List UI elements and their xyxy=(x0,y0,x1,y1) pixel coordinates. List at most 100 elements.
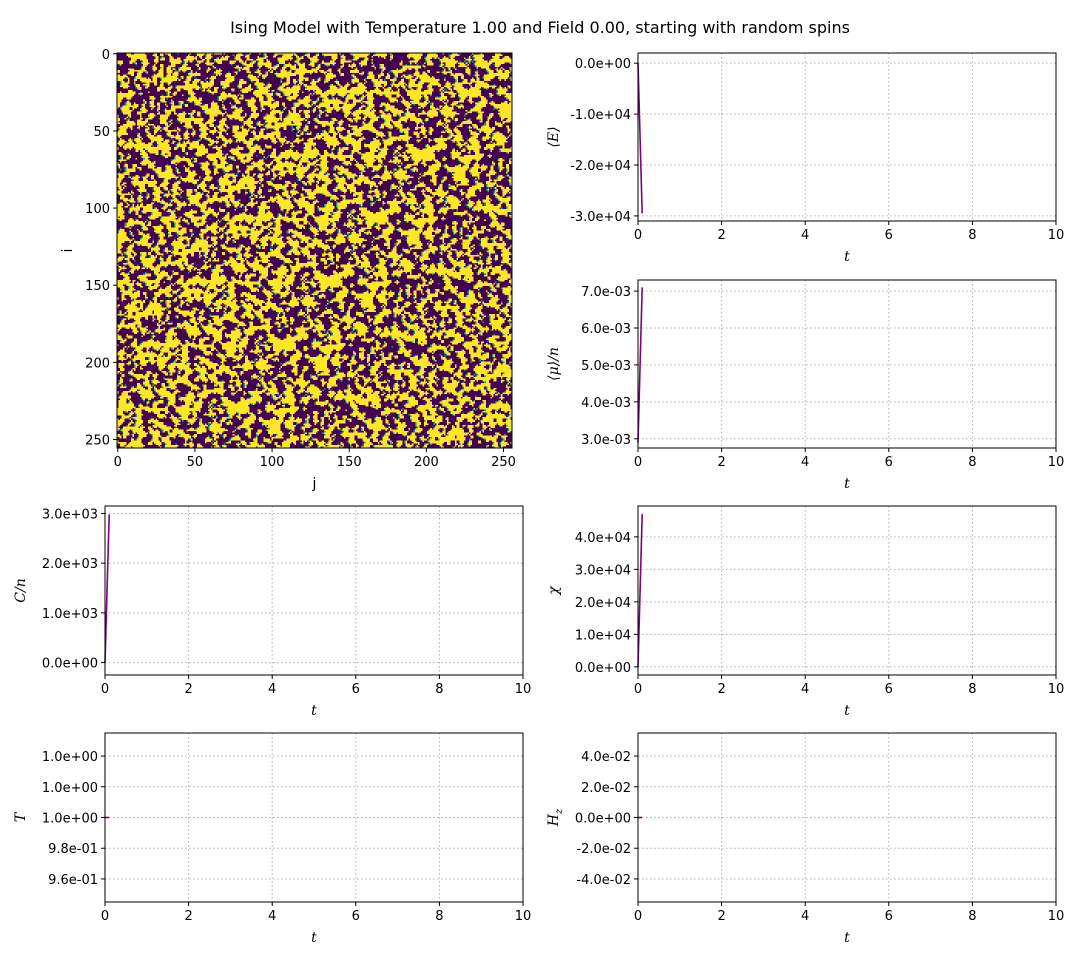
x-tick-label: 8 xyxy=(968,909,976,924)
y-tick-label: -2.0e+04 xyxy=(570,159,631,174)
y-axis-label: i xyxy=(60,249,76,253)
x-tick-label: 10 xyxy=(1048,228,1065,243)
y-tick-label: 3.0e+03 xyxy=(42,507,98,522)
y-tick-label: -1.0e+04 xyxy=(570,108,631,123)
lattice-frame xyxy=(116,52,513,449)
x-axis-label: j xyxy=(312,476,317,492)
y-axis-label: ⟨μ⟩/n xyxy=(546,347,562,381)
axes-frame xyxy=(637,505,1057,676)
y-tick-label: 1.0e+00 xyxy=(42,750,98,765)
x-tick-label: 0 xyxy=(634,228,642,243)
y-tick-label: 50 xyxy=(93,125,110,140)
x-tick-label: 2 xyxy=(717,228,725,243)
x-tick-label: 2 xyxy=(717,682,725,697)
y-axis-label: T xyxy=(13,811,29,822)
x-tick-label: 6 xyxy=(885,682,893,697)
y-tick-label: 3.0e-03 xyxy=(581,433,631,448)
x-tick-label: 0 xyxy=(634,682,642,697)
x-tick-label: 2 xyxy=(184,909,192,924)
figure-title: Ising Model with Temperature 1.00 and Fi… xyxy=(230,18,850,37)
x-tick-label: 0 xyxy=(634,455,642,470)
x-tick-label: 4 xyxy=(801,682,809,697)
y-axis-label: C/n xyxy=(13,578,29,602)
axes-frame xyxy=(104,505,524,676)
x-tick-label: 4 xyxy=(801,228,809,243)
y-tick-label: 1.0e+04 xyxy=(575,628,631,643)
y-tick-label: 100 xyxy=(85,202,110,217)
y-tick-label: 4.0e-03 xyxy=(581,396,631,411)
x-tick-label: 10 xyxy=(515,682,532,697)
chart-magnetization: 0 2 4 6 8 10 3.0e-03 4.0e-03 5.0e-03 6.0e-03 7.0e-… xyxy=(546,279,1065,492)
y-tick-label: 0.0e+00 xyxy=(575,812,631,827)
x-tick-label: 8 xyxy=(435,909,443,924)
chart-lattice: 0 50 100 150 200 250 0 50 100 150 200 250 j i xyxy=(60,48,516,492)
y-tick-label: 150 xyxy=(85,279,110,294)
y-tick-label: 0.0e+00 xyxy=(575,57,631,72)
y-tick-label: 2.0e+03 xyxy=(42,557,98,572)
x-tick-label: 10 xyxy=(1048,455,1065,470)
x-tick-label: 150 xyxy=(337,455,362,470)
x-axis-label: t xyxy=(311,930,317,946)
x-tick-label: 10 xyxy=(515,909,532,924)
x-tick-label: 2 xyxy=(184,682,192,697)
y-tick-label: 3.0e+04 xyxy=(575,563,631,578)
y-axis-label: Hz xyxy=(546,808,565,827)
y-tick-label: 4.0e-02 xyxy=(581,750,631,765)
x-tick-label: 4 xyxy=(268,909,276,924)
x-tick-label: 4 xyxy=(268,682,276,697)
axes-frame xyxy=(637,279,1057,449)
x-tick-label: 50 xyxy=(187,455,204,470)
x-axis-label: t xyxy=(844,703,850,719)
x-tick-label: 4 xyxy=(801,909,809,924)
x-tick-label: 6 xyxy=(885,455,893,470)
y-tick-label: 6.0e-03 xyxy=(581,322,631,337)
series-line-susceptibility xyxy=(637,514,643,667)
x-tick-label: 8 xyxy=(968,228,976,243)
y-tick-label: -3.0e+04 xyxy=(570,210,631,225)
y-axis-label: ⟨E⟩ xyxy=(546,126,562,147)
y-tick-label: 200 xyxy=(85,356,110,371)
y-axis-label: χ xyxy=(546,585,562,596)
series-line-energy xyxy=(637,63,643,214)
chart-energy: 0 2 4 6 8 10 0.0e+00 -1.0e+04 -2.0e+04 -3.0e+04 t ⟨… xyxy=(546,52,1065,265)
chart-heat_capacity: 0 2 4 6 8 10 0.0e+00 1.0e+03 2.0e+03 3.0e+03 t C/n xyxy=(13,505,532,719)
y-tick-label: 2.0e+04 xyxy=(575,596,631,611)
y-tick-label: -4.0e-02 xyxy=(576,873,631,888)
x-axis-label: t xyxy=(844,930,850,946)
x-axis-label: t xyxy=(311,703,317,719)
x-tick-label: 6 xyxy=(885,909,893,924)
series-line-heat_capacity xyxy=(104,514,110,663)
x-tick-label: 100 xyxy=(260,455,285,470)
x-tick-label: 6 xyxy=(885,228,893,243)
x-tick-label: 4 xyxy=(801,455,809,470)
y-tick-label: 9.8e-01 xyxy=(48,842,98,857)
lattice-image xyxy=(117,53,512,448)
x-axis-label: t xyxy=(844,476,850,492)
y-tick-label: 5.0e-03 xyxy=(581,359,631,374)
x-tick-label: 0 xyxy=(101,682,109,697)
x-tick-label: 10 xyxy=(1048,682,1065,697)
chart-susceptibility: 0 2 4 6 8 10 0.0e+00 1.0e+04 2.0e+04 3.0e+04 4.0e+… xyxy=(546,505,1065,719)
y-tick-label: 250 xyxy=(85,434,110,449)
x-tick-label: 0 xyxy=(634,909,642,924)
x-tick-label: 2 xyxy=(717,455,725,470)
y-tick-label: 4.0e+04 xyxy=(575,531,631,546)
y-tick-label: 1.0e+03 xyxy=(42,607,98,622)
y-tick-label: 7.0e-03 xyxy=(581,285,631,300)
x-tick-label: 8 xyxy=(968,455,976,470)
x-tick-label: 8 xyxy=(968,682,976,697)
y-tick-label: -2.0e-02 xyxy=(576,842,631,857)
x-tick-label: 6 xyxy=(352,909,360,924)
y-tick-label: 0 xyxy=(102,48,110,63)
y-tick-label: 1.0e+00 xyxy=(42,781,98,796)
y-tick-label: 0.0e+00 xyxy=(42,657,98,672)
x-tick-label: 8 xyxy=(435,682,443,697)
x-tick-label: 200 xyxy=(414,455,439,470)
axes-frame xyxy=(637,52,1057,222)
x-tick-label: 10 xyxy=(1048,909,1065,924)
x-tick-label: 6 xyxy=(352,682,360,697)
x-tick-label: 0 xyxy=(114,455,122,470)
series-line-magnetization xyxy=(637,287,643,443)
